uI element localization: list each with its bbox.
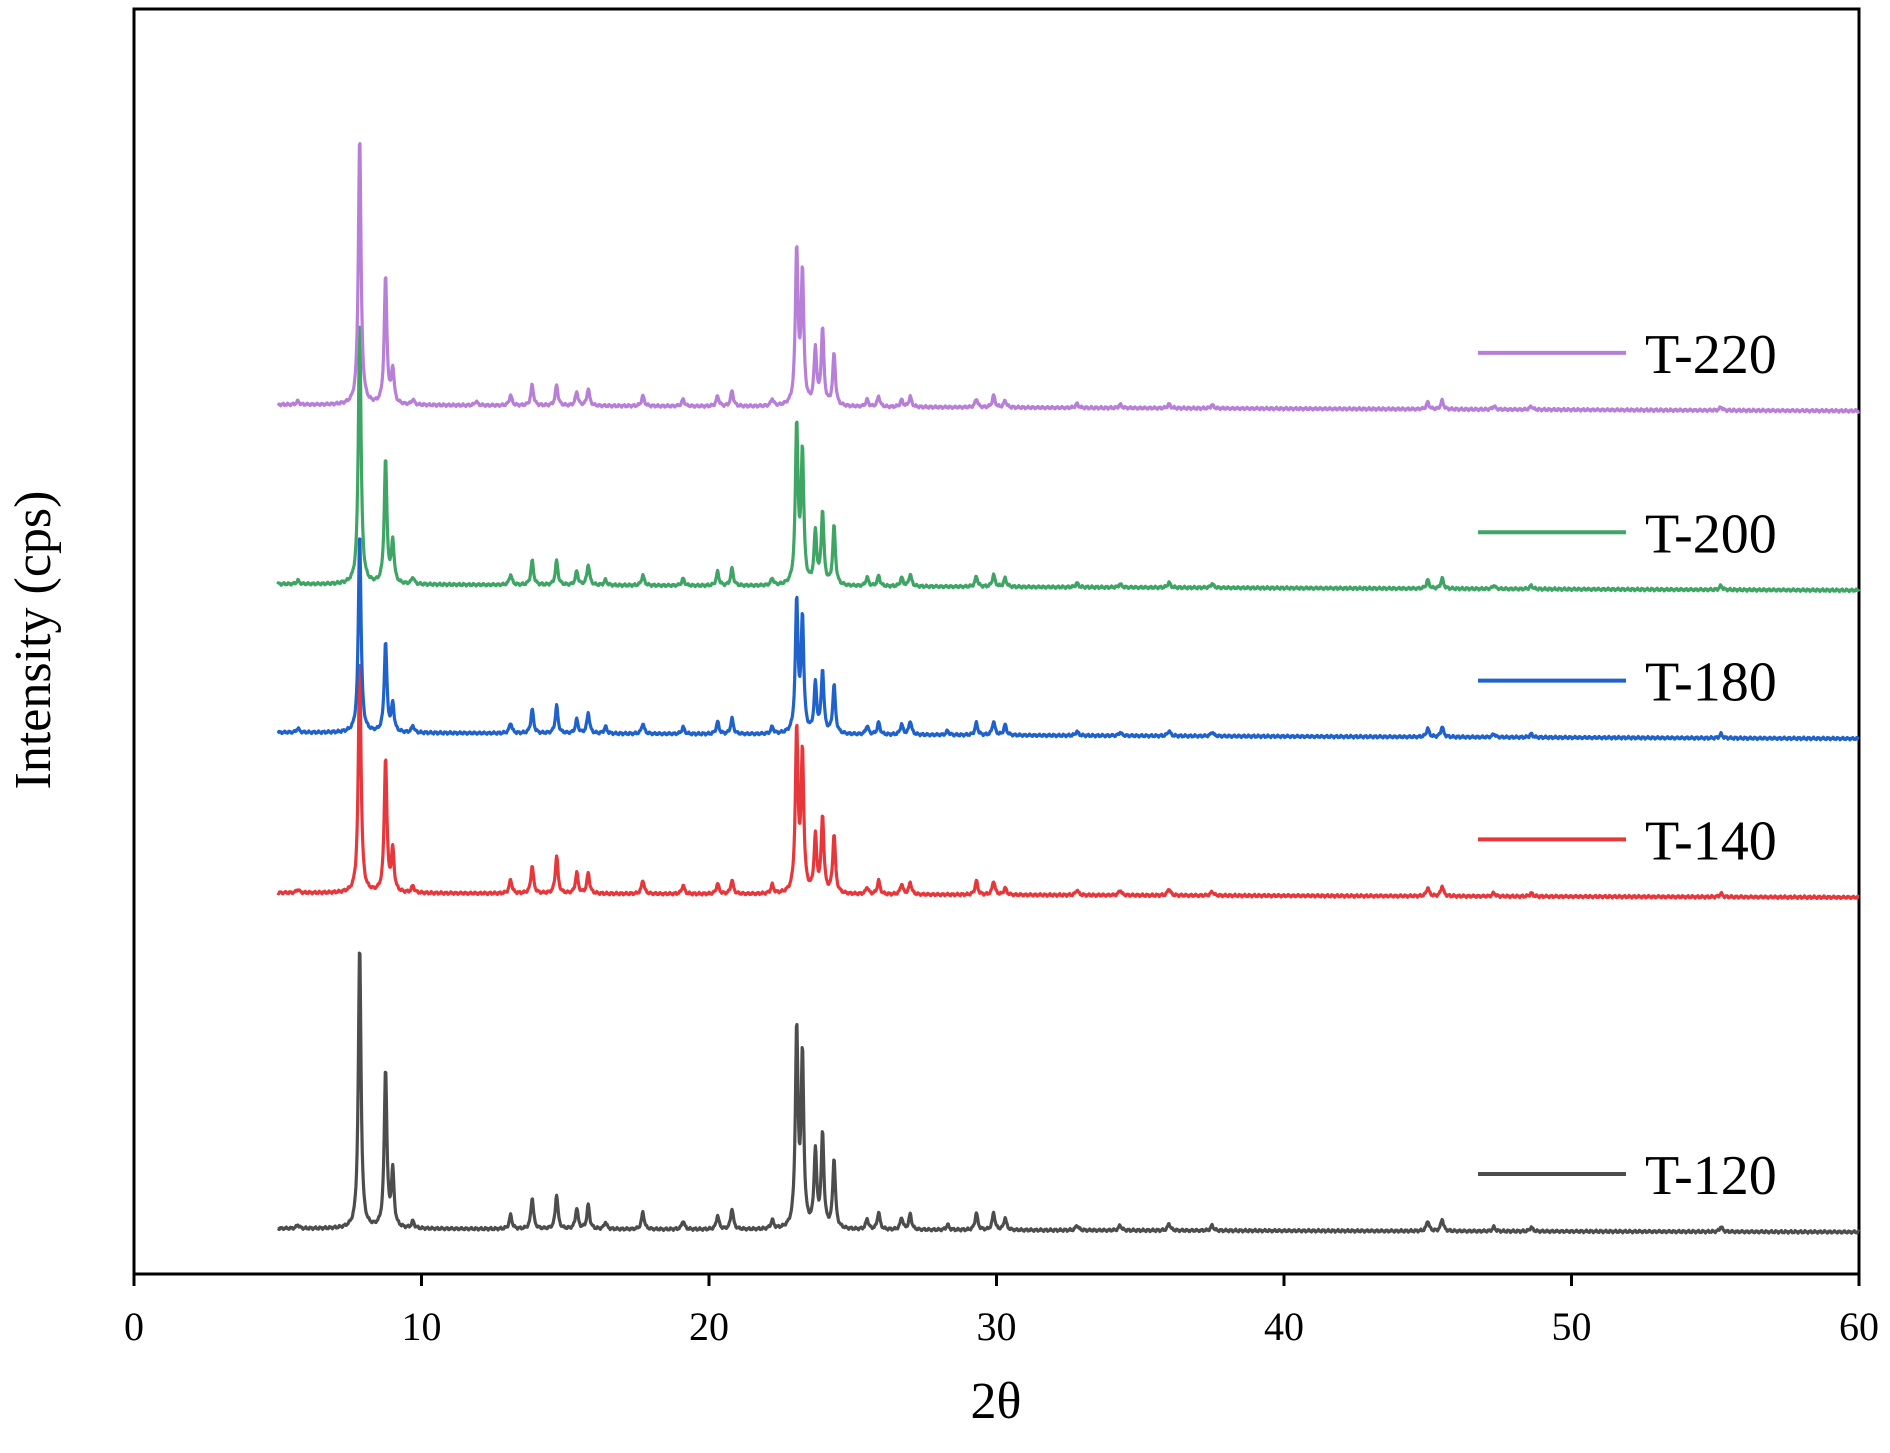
x-tick-label: 60	[1839, 1304, 1879, 1349]
plot-frame	[132, 7, 1861, 1276]
x-tick-label: 30	[977, 1304, 1017, 1349]
legend-label-t-200: T-200	[1645, 503, 1777, 565]
x-axis-tick-labels: 0 10 20 30 40 50 60	[124, 1304, 1879, 1349]
x-tick-label: 50	[1552, 1304, 1592, 1349]
series-line-t-180	[276, 537, 1861, 742]
x-tick-label: 0	[124, 1304, 144, 1349]
series-lines	[276, 142, 1861, 1235]
x-axis-title: 2θ	[971, 1373, 1022, 1430]
series-line-t-140	[276, 664, 1861, 901]
x-axis-ticks	[132, 1274, 1861, 1286]
series-line-t-200	[276, 325, 1861, 594]
legend: T-120 T-140 T-180 T-200 T-220	[1478, 324, 1777, 1207]
series-line-t-220	[276, 142, 1861, 414]
legend-label-t-120: T-120	[1645, 1145, 1777, 1207]
x-tick-label: 10	[402, 1304, 442, 1349]
x-tick-label: 40	[1264, 1304, 1304, 1349]
legend-label-t-140: T-140	[1645, 810, 1777, 872]
x-tick-label: 20	[689, 1304, 729, 1349]
y-axis-title: Intensity (cps)	[5, 491, 62, 790]
series-line-t-120	[276, 951, 1861, 1235]
legend-label-t-220: T-220	[1645, 324, 1777, 386]
legend-label-t-180: T-180	[1645, 652, 1777, 714]
